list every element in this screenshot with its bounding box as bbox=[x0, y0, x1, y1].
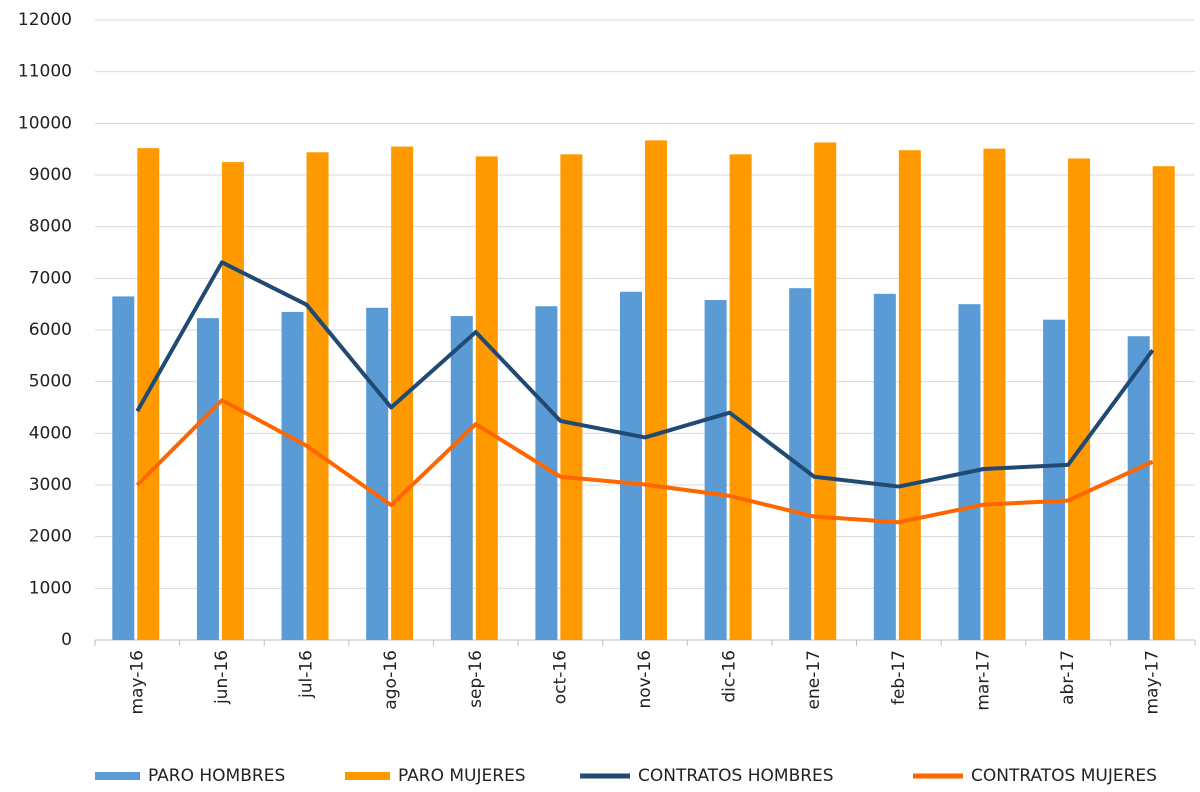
bar bbox=[475, 156, 498, 640]
bar bbox=[1068, 158, 1091, 640]
bar bbox=[620, 291, 642, 640]
x-tick-label: jul-16 bbox=[297, 650, 317, 699]
y-tick-label: 3000 bbox=[29, 475, 72, 495]
bar bbox=[1152, 166, 1175, 640]
legend-swatch bbox=[345, 772, 390, 780]
y-tick-label: 5000 bbox=[29, 372, 72, 392]
bar bbox=[873, 293, 896, 640]
x-tick-label: oct-16 bbox=[550, 650, 570, 704]
x-tick-label: may-17 bbox=[1143, 650, 1163, 715]
legend-label: CONTRATOS HOMBRES bbox=[638, 766, 834, 786]
y-tick-label: 9000 bbox=[29, 165, 72, 185]
bar bbox=[450, 316, 473, 640]
bar bbox=[281, 311, 304, 640]
y-tick-label: 11000 bbox=[18, 62, 72, 82]
y-tick-label: 2000 bbox=[29, 527, 72, 547]
bar bbox=[645, 140, 667, 640]
legend-swatch bbox=[95, 772, 140, 780]
legend-label: PARO HOMBRES bbox=[148, 766, 285, 786]
bar bbox=[1043, 319, 1066, 640]
x-tick-label: nov-16 bbox=[635, 650, 655, 709]
bar bbox=[221, 162, 244, 641]
x-tick-label: may-16 bbox=[127, 650, 147, 715]
line bbox=[135, 260, 1155, 489]
bar bbox=[535, 306, 558, 640]
bar bbox=[366, 307, 389, 640]
x-tick-label: ago-16 bbox=[381, 650, 401, 710]
y-tick-label: 1000 bbox=[29, 578, 72, 598]
legend-label: PARO MUJERES bbox=[398, 766, 526, 786]
x-tick-label: sep-16 bbox=[466, 650, 486, 708]
bar bbox=[983, 148, 1006, 640]
y-tick-label: 8000 bbox=[29, 217, 72, 237]
legend-label: CONTRATOS MUJERES bbox=[971, 766, 1157, 786]
bar bbox=[306, 152, 329, 640]
y-tick-label: 12000 bbox=[18, 10, 72, 30]
x-tick-label: mar-17 bbox=[973, 650, 993, 711]
bar bbox=[729, 154, 752, 641]
bar bbox=[704, 300, 727, 640]
bar bbox=[196, 318, 219, 640]
bar bbox=[112, 296, 135, 640]
x-tick-label: abr-17 bbox=[1058, 650, 1078, 705]
bar bbox=[560, 154, 583, 641]
bar bbox=[1127, 336, 1150, 640]
y-tick-label: 10000 bbox=[18, 113, 72, 133]
bar bbox=[814, 142, 837, 640]
y-tick-label: 6000 bbox=[29, 320, 72, 340]
x-tick-label: dic-16 bbox=[720, 650, 740, 703]
bar bbox=[391, 146, 414, 641]
x-tick-label: feb-17 bbox=[889, 650, 909, 705]
x-tick-label: jun-16 bbox=[212, 650, 232, 705]
y-tick-label: 4000 bbox=[29, 423, 72, 443]
bar bbox=[898, 150, 921, 640]
y-tick-label: 0 bbox=[61, 630, 72, 650]
y-tick-label: 7000 bbox=[29, 268, 72, 288]
line bbox=[135, 398, 1154, 525]
x-tick-label: ene-17 bbox=[804, 650, 824, 709]
